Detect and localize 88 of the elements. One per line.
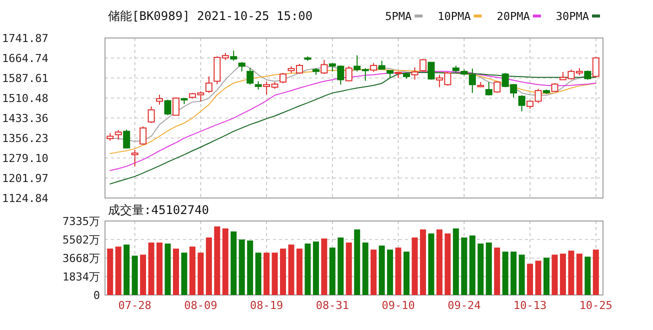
- bar: [189, 246, 196, 295]
- y-tick-label: 0: [93, 289, 100, 302]
- y-tick-label: 7335万: [62, 215, 100, 228]
- y-tick-label: 5502万: [62, 233, 100, 246]
- bar: [568, 250, 574, 295]
- bar: [543, 258, 550, 295]
- bar: [412, 237, 418, 295]
- bar: [518, 254, 525, 295]
- bar: [296, 248, 302, 295]
- bar: [132, 256, 138, 295]
- bar: [304, 244, 311, 295]
- y-tick-label: 1124.84: [2, 192, 49, 205]
- bar: [115, 246, 122, 295]
- x-tick-label: 07-28: [118, 299, 152, 312]
- x-tick-label: 09-24: [448, 299, 482, 312]
- bar: [264, 252, 270, 295]
- bar: [288, 244, 294, 295]
- bar: [329, 248, 336, 295]
- y-tick-label: 1664.74: [2, 52, 49, 65]
- bar: [420, 229, 426, 295]
- bar: [272, 252, 278, 295]
- bar: [478, 244, 484, 295]
- bar: [321, 238, 328, 295]
- bar: [238, 240, 245, 295]
- x-tick-label: 08-31: [316, 299, 349, 312]
- bar: [502, 252, 508, 295]
- bar: [255, 252, 262, 295]
- bar: [444, 233, 451, 295]
- legend-label: 5PMA: [385, 10, 412, 23]
- bar: [164, 244, 171, 295]
- bar: [280, 248, 286, 295]
- bar: [469, 235, 476, 295]
- bar: [124, 244, 130, 295]
- bar: [206, 237, 212, 295]
- y-tick-label: 1587.61: [2, 72, 48, 85]
- chart-title: 成交量:45102740: [108, 203, 210, 217]
- bar: [461, 237, 468, 295]
- y-tick-label: 1510.48: [2, 92, 48, 105]
- bar: [230, 231, 237, 295]
- bar: [107, 248, 114, 295]
- bar: [156, 242, 163, 295]
- legend-label: 20PMA: [496, 10, 530, 23]
- x-tick-label: 08-09: [184, 299, 218, 312]
- bar: [338, 237, 344, 295]
- bar: [428, 233, 434, 295]
- y-tick-label: 1201.97: [2, 172, 48, 185]
- legend-label: 10PMA: [438, 10, 472, 23]
- bar: [560, 254, 566, 295]
- bar: [346, 242, 352, 295]
- x-tick-label: 10-13: [513, 299, 547, 312]
- chart-title: 储能[BK0989] 2021-10-25 15:00: [108, 9, 313, 23]
- x-tick-label: 10-25: [579, 299, 612, 312]
- bar: [387, 250, 394, 295]
- bar: [312, 242, 319, 295]
- y-tick-label: 3668万: [62, 252, 100, 265]
- bar: [584, 256, 591, 295]
- bar: [198, 252, 204, 295]
- x-tick-label: 09-10: [382, 299, 415, 312]
- bar: [592, 250, 599, 295]
- bar: [486, 242, 492, 295]
- bar: [576, 254, 582, 295]
- y-tick-label: 1279.10: [2, 152, 48, 165]
- bar: [452, 228, 459, 295]
- bar: [395, 248, 402, 295]
- bar: [354, 229, 360, 295]
- legend-label: 30PMA: [556, 10, 590, 23]
- bar: [140, 254, 146, 295]
- y-tick-label: 1834万: [62, 270, 100, 284]
- bar: [527, 264, 534, 295]
- bar: [222, 228, 228, 295]
- bar: [510, 252, 517, 295]
- bar: [181, 252, 188, 295]
- bar: [552, 254, 558, 295]
- bar: [247, 240, 254, 295]
- bar: [214, 226, 220, 295]
- bar: [362, 242, 368, 295]
- bar: [404, 252, 410, 295]
- bar: [494, 248, 500, 295]
- bar: [378, 246, 385, 295]
- bar: [535, 260, 542, 295]
- y-tick-label: 1356.23: [2, 132, 48, 145]
- bar: [172, 248, 179, 295]
- x-tick-label: 08-19: [250, 299, 284, 312]
- bar: [436, 229, 442, 295]
- y-tick-label: 1433.36: [2, 112, 48, 125]
- bar: [370, 250, 377, 295]
- bar: [148, 242, 154, 295]
- y-tick-label: 1741.87: [2, 32, 48, 45]
